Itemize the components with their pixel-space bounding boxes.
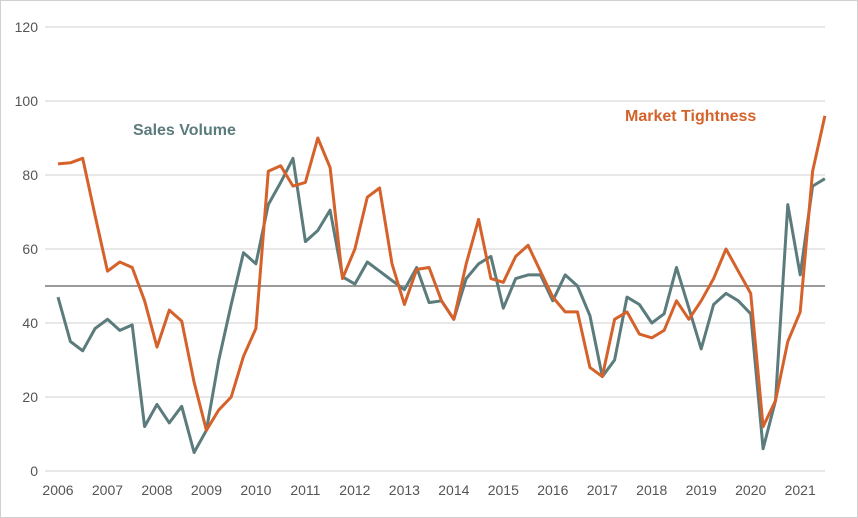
- x-tick-label: 2011: [290, 482, 320, 498]
- series-line-market-tightness: [57, 115, 827, 432]
- x-tick-label: 2021: [785, 482, 816, 498]
- y-tick-label: 80: [22, 167, 38, 183]
- x-tick-label: 2014: [438, 482, 469, 498]
- y-tick-label: 20: [22, 389, 38, 405]
- series-label-sales-volume: Sales Volume: [133, 122, 236, 139]
- x-tick-label: 2018: [636, 482, 667, 498]
- x-tick-label: 2015: [488, 482, 519, 498]
- x-tick-label: 2010: [240, 482, 271, 498]
- series-lines: [56, 115, 827, 454]
- x-tick-label: 2013: [389, 482, 420, 498]
- x-tick-label: 2006: [42, 482, 73, 498]
- x-tick-label: 2007: [92, 482, 123, 498]
- y-tick-label: 120: [15, 19, 39, 35]
- y-tick-label: 100: [15, 93, 39, 109]
- x-tick-label: 2008: [141, 482, 172, 498]
- y-axis-ticks: 0 20 40 60 80 100 120: [15, 19, 39, 479]
- x-axis-ticks: 2006 2007 2008 2009 2010 2011 2012 2013 2014 2015…: [42, 482, 816, 498]
- y-tick-label: 0: [30, 463, 38, 479]
- y-tick-label: 40: [22, 315, 38, 331]
- series-label-market-tightness: Market Tightness: [625, 108, 756, 125]
- series-line-sales-volume: [56, 156, 826, 454]
- x-tick-label: 2012: [339, 482, 370, 498]
- y-tick-label: 60: [22, 241, 38, 257]
- x-tick-label: 2017: [587, 482, 618, 498]
- gridlines: [45, 26, 825, 472]
- x-tick-label: 2016: [537, 482, 568, 498]
- x-tick-label: 2020: [735, 482, 766, 498]
- x-tick-label: 2019: [686, 482, 717, 498]
- x-tick-label: 2009: [191, 482, 222, 498]
